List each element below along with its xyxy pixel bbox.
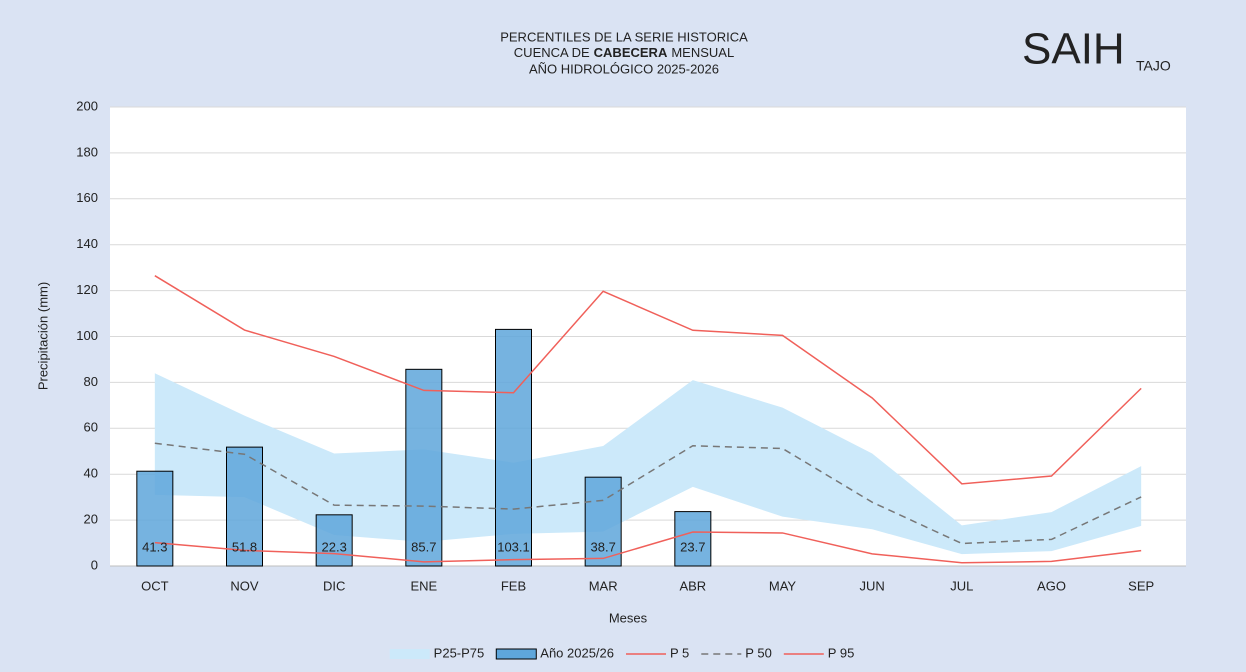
bar [405,368,443,567]
bar [495,328,532,567]
x-tick-label: ABR [679,578,706,593]
data-label: 51.8 [232,539,257,554]
y-tick-label: 80 [84,374,98,389]
x-tick-label: OCT [141,578,169,593]
x-tick-label: ENE [410,578,437,593]
legend-label: P25-P75 [434,645,485,660]
x-tick-label: NOV [230,578,259,593]
y-tick-label: 140 [76,236,98,251]
x-tick-label: MAY [769,578,797,593]
bar [584,476,622,567]
line [154,531,1142,564]
bar [226,446,263,567]
legend-label: P 50 [745,645,772,660]
title-line: CUENCA DE CABECERA MENSUAL [514,45,734,60]
data-label: 23.7 [680,539,705,554]
bar [136,470,174,567]
y-tick-label: 20 [84,512,98,527]
title-part: CABECERA [594,45,668,60]
x-tick-label: AGO [1037,578,1066,593]
data-label: 38.7 [591,539,616,554]
y-tick-label: 160 [76,190,98,205]
data-label: 22.3 [322,539,347,554]
bar [315,514,353,567]
y-tick-label: 100 [76,328,98,343]
logo-sub: TAJO [1136,58,1171,74]
legend-swatch [495,648,537,660]
legend-label: P 5 [670,645,689,660]
y-axis-label: Precipitación (mm) [35,282,50,390]
y-tick-label: 120 [76,282,98,297]
logo-main: SAIH [1022,25,1125,74]
title-line: PERCENTILES DE LA SERIE HISTORICA [500,29,748,44]
y-tick-label: 180 [76,144,98,159]
line [154,275,1142,485]
legend-swatch [389,649,430,659]
legend-label: P 95 [828,645,855,660]
data-label: 103.1 [497,539,530,554]
data-label: 85.7 [411,539,436,554]
band-area [154,373,1142,555]
x-tick-label: FEB [501,578,526,593]
y-tick-label: 0 [91,557,98,572]
x-axis-label: Meses [609,610,648,625]
legend: P25-P75 Año 2025/26 P 5 P 50 P 95 [389,645,855,660]
y-tick-label: 40 [84,466,98,481]
x-tick-label: JUN [860,578,885,593]
title-line: AÑO HIDROLÓGICO 2025-2026 [529,61,719,76]
y-tick-label: 200 [76,98,98,113]
title-part: MENSUAL [671,45,734,60]
legend-label: Año 2025/26 [540,645,614,660]
x-tick-label: SEP [1128,578,1154,593]
data-label: 41.3 [142,539,167,554]
y-tick-label: 60 [84,420,98,435]
x-tick-label: MAR [589,578,618,593]
x-tick-label: JUL [950,578,973,593]
x-tick-label: DIC [323,578,345,593]
bar [674,511,712,567]
title-part: CUENCA DE [514,45,590,60]
